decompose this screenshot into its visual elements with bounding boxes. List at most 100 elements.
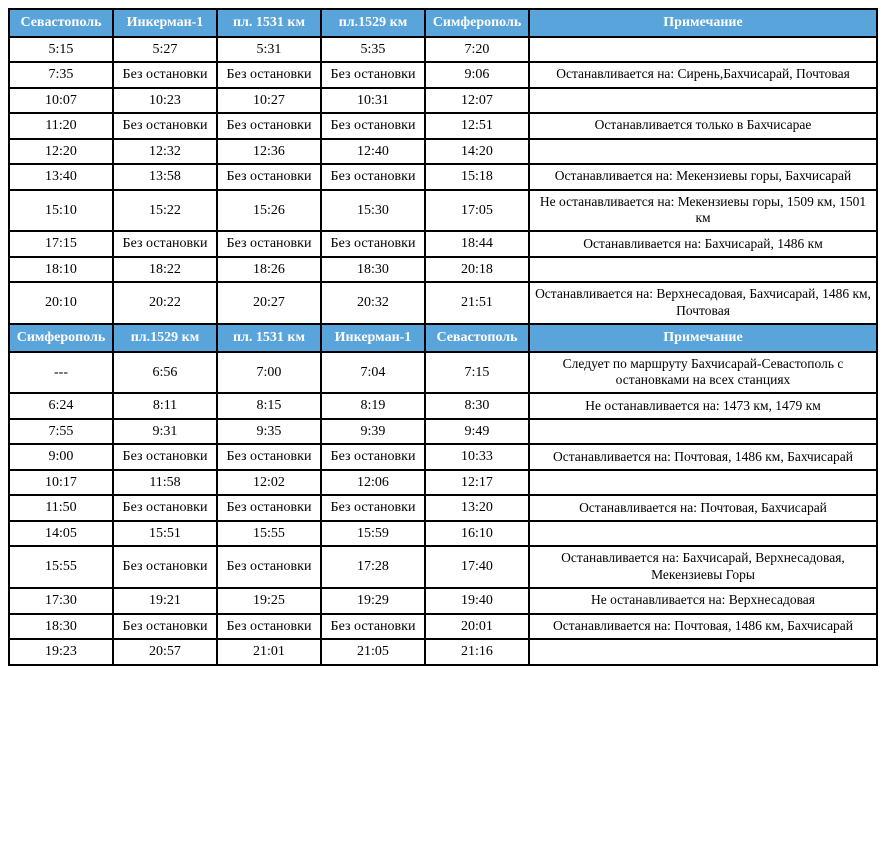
- time-cell: 15:22: [113, 190, 217, 232]
- time-cell: 7:04: [321, 352, 425, 394]
- table-row: 14:0515:5115:5515:5916:10: [9, 521, 877, 547]
- time-cell: 12:32: [113, 139, 217, 165]
- note-cell: Останавливается на: Почтовая, 1486 км, Б…: [529, 614, 877, 640]
- table2-head: Симферопольпл.1529 кмпл. 1531 кмИнкерман…: [9, 324, 877, 352]
- time-cell: 15:59: [321, 521, 425, 547]
- table-row: 17:3019:2119:2519:2919:40Не останавливае…: [9, 588, 877, 614]
- table-row: 20:1020:2220:2720:3221:51Останавливается…: [9, 282, 877, 324]
- time-cell: 9:49: [425, 419, 529, 445]
- table-row: 13:4013:58Без остановкиБез остановки15:1…: [9, 164, 877, 190]
- time-cell: 19:23: [9, 639, 113, 665]
- time-cell: Без остановки: [321, 62, 425, 88]
- column-header: Севастополь: [425, 324, 529, 352]
- table-row: 5:155:275:315:357:20: [9, 37, 877, 63]
- column-header: пл.1529 км: [321, 9, 425, 37]
- time-cell: Без остановки: [217, 113, 321, 139]
- time-cell: 18:10: [9, 257, 113, 283]
- note-cell: Не останавливается на: Мекензиевы горы, …: [529, 190, 877, 232]
- note-cell: Останавливается на: Почтовая, 1486 км, Б…: [529, 444, 877, 470]
- time-cell: 20:57: [113, 639, 217, 665]
- time-cell: 21:16: [425, 639, 529, 665]
- time-cell: 17:30: [9, 588, 113, 614]
- time-cell: 12:06: [321, 470, 425, 496]
- note-cell: [529, 257, 877, 283]
- time-cell: 14:05: [9, 521, 113, 547]
- time-cell: 12:51: [425, 113, 529, 139]
- time-cell: 20:22: [113, 282, 217, 324]
- table-row: 12:2012:3212:3612:4014:20: [9, 139, 877, 165]
- note-cell: Останавливается на: Верхнесадовая, Бахчи…: [529, 282, 877, 324]
- table-row: 11:20Без остановкиБез остановкиБез остан…: [9, 113, 877, 139]
- note-cell: [529, 639, 877, 665]
- time-cell: Без остановки: [113, 444, 217, 470]
- time-cell: 7:55: [9, 419, 113, 445]
- time-cell: 20:10: [9, 282, 113, 324]
- time-cell: 9:00: [9, 444, 113, 470]
- time-cell: Без остановки: [217, 495, 321, 521]
- time-cell: Без остановки: [113, 495, 217, 521]
- time-cell: 9:31: [113, 419, 217, 445]
- time-cell: 18:30: [9, 614, 113, 640]
- time-cell: Без остановки: [321, 113, 425, 139]
- time-cell: ---: [9, 352, 113, 394]
- column-header: Примечание: [529, 324, 877, 352]
- time-cell: 19:25: [217, 588, 321, 614]
- time-cell: 15:30: [321, 190, 425, 232]
- note-cell: Останавливается только в Бахчисарае: [529, 113, 877, 139]
- time-cell: 15:26: [217, 190, 321, 232]
- time-cell: 14:20: [425, 139, 529, 165]
- time-cell: Без остановки: [217, 614, 321, 640]
- note-cell: Не останавливается на: Верхнесадовая: [529, 588, 877, 614]
- table1-body: 5:155:275:315:357:207:35Без остановкиБез…: [9, 37, 877, 325]
- time-cell: 10:27: [217, 88, 321, 114]
- time-cell: 20:18: [425, 257, 529, 283]
- time-cell: 15:10: [9, 190, 113, 232]
- table-row: 19:2320:5721:0121:0521:16: [9, 639, 877, 665]
- time-cell: 8:19: [321, 393, 425, 419]
- time-cell: 13:58: [113, 164, 217, 190]
- time-cell: 10:17: [9, 470, 113, 496]
- time-cell: 8:11: [113, 393, 217, 419]
- column-header: Севастополь: [9, 9, 113, 37]
- time-cell: 5:31: [217, 37, 321, 63]
- table-row: 10:1711:5812:0212:0612:17: [9, 470, 877, 496]
- time-cell: Без остановки: [217, 231, 321, 257]
- time-cell: 10:33: [425, 444, 529, 470]
- time-cell: 9:35: [217, 419, 321, 445]
- time-cell: Без остановки: [113, 614, 217, 640]
- note-cell: Останавливается на: Бахчисарай, Верхнеса…: [529, 546, 877, 588]
- table-row: 7:35Без остановкиБез остановкиБез остано…: [9, 62, 877, 88]
- time-cell: 20:01: [425, 614, 529, 640]
- time-cell: 17:15: [9, 231, 113, 257]
- time-cell: 20:27: [217, 282, 321, 324]
- column-header: пл. 1531 км: [217, 9, 321, 37]
- time-cell: Без остановки: [321, 231, 425, 257]
- time-cell: 12:20: [9, 139, 113, 165]
- column-header: Примечание: [529, 9, 877, 37]
- time-cell: Без остановки: [217, 164, 321, 190]
- time-cell: 5:15: [9, 37, 113, 63]
- time-cell: 6:24: [9, 393, 113, 419]
- time-cell: Без остановки: [321, 495, 425, 521]
- time-cell: 13:40: [9, 164, 113, 190]
- time-cell: 12:02: [217, 470, 321, 496]
- time-cell: 20:32: [321, 282, 425, 324]
- time-cell: 18:44: [425, 231, 529, 257]
- time-cell: 12:40: [321, 139, 425, 165]
- column-header: пл.1529 км: [113, 324, 217, 352]
- column-header: Симферополь: [9, 324, 113, 352]
- note-cell: [529, 88, 877, 114]
- time-cell: 8:15: [217, 393, 321, 419]
- note-cell: [529, 139, 877, 165]
- table2-body: ---6:567:007:047:15Следует по маршруту Б…: [9, 352, 877, 665]
- time-cell: 21:05: [321, 639, 425, 665]
- column-header: пл. 1531 км: [217, 324, 321, 352]
- time-cell: 12:07: [425, 88, 529, 114]
- table-row: ---6:567:007:047:15Следует по маршруту Б…: [9, 352, 877, 394]
- time-cell: Без остановки: [321, 614, 425, 640]
- time-cell: 18:22: [113, 257, 217, 283]
- column-header: Инкерман-1: [321, 324, 425, 352]
- time-cell: 6:56: [113, 352, 217, 394]
- time-cell: 18:30: [321, 257, 425, 283]
- note-cell: [529, 37, 877, 63]
